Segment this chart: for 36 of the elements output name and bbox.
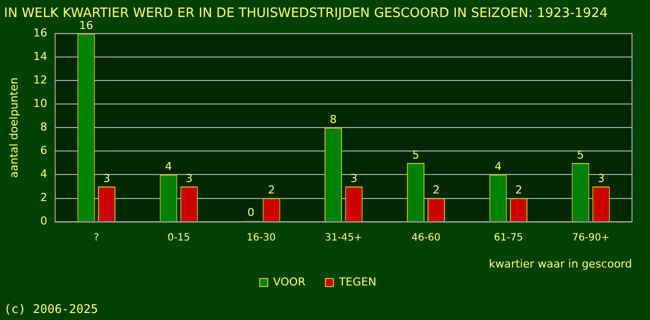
y-tick-label: 12 — [33, 74, 48, 87]
x-tick-label: ? — [94, 232, 100, 244]
data-label: 0 — [247, 206, 254, 220]
data-label: 4 — [165, 160, 172, 174]
data-label: 3 — [350, 172, 358, 185]
y-axis-title: aantal doelpunten — [7, 77, 20, 178]
x-tick-label: 61-75 — [494, 232, 523, 244]
chart-title: IN WELK KWARTIER WERD ER IN DE THUISWEDSTRIJDEN GESCOORD IN SEIZOEN: 1923-1924 — [4, 6, 608, 22]
legend-label: TEGEN — [338, 275, 376, 288]
data-label: 16 — [79, 18, 94, 32]
y-tick-label: 4 — [40, 168, 48, 181]
y-tick-label: 0 — [40, 214, 48, 228]
x-tick-label: 31-45+ — [324, 232, 362, 244]
data-label: 4 — [494, 160, 502, 174]
x-tick-label: 0-15 — [167, 232, 190, 244]
y-tick-label: 6 — [40, 144, 48, 158]
data-label: 5 — [412, 148, 420, 162]
y-tick-label: 14 — [33, 50, 48, 63]
x-tick-label: 46-60 — [411, 232, 441, 244]
data-label: 3 — [186, 172, 193, 185]
text: (c) 2006-2025 — [4, 302, 98, 316]
data-label: 5 — [577, 148, 584, 162]
x-tick-label: 16-30 — [246, 232, 276, 244]
data-label: 2 — [515, 184, 522, 197]
x-axis-title: kwartier waar in gescoord — [488, 257, 632, 270]
data-label: 2 — [432, 184, 440, 197]
y-tick-label: 10 — [33, 97, 48, 110]
legend-label: VOOR — [273, 275, 306, 288]
data-label: 8 — [330, 113, 337, 126]
y-tick-label: 2 — [40, 191, 48, 204]
y-tick-label: 16 — [33, 26, 48, 40]
data-label: 3 — [103, 172, 110, 185]
data-label: 3 — [598, 172, 605, 185]
data-label: 2 — [268, 184, 275, 197]
y-tick-label: 8 — [40, 120, 48, 134]
x-tick-label: 76-90+ — [572, 232, 610, 244]
